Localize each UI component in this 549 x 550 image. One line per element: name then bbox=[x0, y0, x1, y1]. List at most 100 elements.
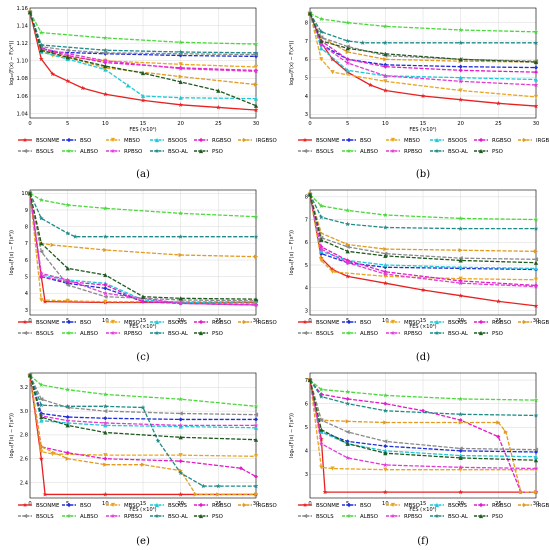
x-tick-label: 25 bbox=[215, 318, 222, 324]
y-tick-label: 5 bbox=[25, 274, 28, 280]
legend-item: BSO bbox=[62, 137, 91, 144]
data-point bbox=[345, 273, 351, 279]
data-point bbox=[253, 296, 259, 302]
data-point bbox=[533, 103, 539, 109]
data-point bbox=[318, 441, 324, 446]
data-point bbox=[178, 62, 183, 67]
data-point bbox=[345, 429, 350, 435]
legend-label: RPBSO bbox=[124, 331, 142, 337]
x-tick-label: 5 bbox=[66, 318, 69, 324]
legend-item: PSO bbox=[194, 330, 223, 337]
legend-item: BSO bbox=[62, 502, 91, 509]
data-point bbox=[533, 70, 539, 75]
data-point bbox=[360, 40, 366, 45]
data-point bbox=[345, 242, 350, 247]
legend-label: BSOOS bbox=[168, 320, 188, 326]
x-tick-label: 0 bbox=[308, 121, 311, 127]
y-tick-label: 3.0 bbox=[20, 409, 28, 415]
data-point bbox=[318, 214, 324, 220]
data-point bbox=[216, 88, 221, 93]
legend-label: MBSO bbox=[124, 503, 140, 509]
legend-marker bbox=[478, 330, 484, 336]
data-point bbox=[178, 102, 184, 107]
data-point bbox=[345, 389, 351, 395]
legend: BSONME BSO MBSO BSOOS RGBSO IRGBSO BSOLS ALBSO R… bbox=[298, 502, 549, 520]
data-point bbox=[307, 377, 313, 383]
legend-item: PSO bbox=[474, 330, 503, 337]
legend-label: BSO-AL bbox=[168, 331, 188, 337]
legend-marker bbox=[434, 330, 440, 335]
data-point bbox=[140, 299, 146, 304]
legend-marker bbox=[22, 513, 28, 519]
data-point bbox=[495, 100, 501, 106]
data-point bbox=[140, 93, 146, 99]
x-tick-label: 5 bbox=[66, 121, 69, 127]
data-point bbox=[253, 214, 259, 219]
panel-d: 0 5 10 15 20 25 30 3 4 5 6 7 8 FES (×10⁴) log₁₀(F(x) −… bbox=[289, 189, 549, 363]
legend-item: BSOLS bbox=[18, 148, 54, 155]
y-tick-label: 3 bbox=[305, 308, 308, 314]
legend-label: ALBSO bbox=[360, 514, 378, 520]
data-point bbox=[178, 491, 184, 497]
legend-label: BSO-AL bbox=[168, 514, 188, 520]
data-point bbox=[383, 450, 388, 456]
series-line bbox=[29, 375, 257, 441]
data-point bbox=[65, 55, 70, 60]
legend-label: RGBSO bbox=[212, 503, 231, 509]
x-tick-label: 0 bbox=[28, 121, 31, 127]
data-point bbox=[178, 234, 184, 239]
series-line bbox=[309, 13, 537, 81]
legend-item: BSOLS bbox=[298, 513, 334, 520]
legend-item: ALBSO bbox=[342, 148, 378, 155]
x-tick-label: 25 bbox=[495, 501, 502, 507]
data-point bbox=[533, 260, 539, 265]
legend-item: BSOLS bbox=[298, 330, 334, 337]
series-line bbox=[309, 194, 537, 288]
series-line bbox=[29, 375, 257, 416]
data-point bbox=[383, 64, 388, 69]
series-line bbox=[309, 379, 537, 461]
data-point bbox=[178, 66, 184, 71]
legend: BSONME BSO MBSO BSOOS RGBSO IRGBSO BSOLS ALBSO R… bbox=[298, 137, 549, 155]
legend-marker bbox=[346, 137, 352, 143]
legend-label: IRGBSO bbox=[256, 503, 277, 509]
data-point bbox=[458, 276, 463, 281]
data-point bbox=[382, 212, 388, 218]
data-point bbox=[318, 42, 324, 47]
data-point bbox=[38, 270, 44, 276]
x-axis-label: FES (×10⁴) bbox=[409, 127, 436, 133]
x-tick-label: 5 bbox=[346, 501, 349, 507]
y-tick-label: 2.6 bbox=[20, 457, 28, 463]
legend: BSONME BSO MBSO BSOOS RGBSO IRGBSO BSOLS ALBSO R… bbox=[18, 502, 277, 520]
legend-label: MBSO bbox=[124, 138, 140, 144]
legend-label: BSOOS bbox=[448, 138, 468, 144]
x-axis-label: FES (×10⁴) bbox=[129, 127, 156, 133]
data-point bbox=[102, 420, 108, 426]
plot-frame bbox=[29, 189, 257, 316]
data-point bbox=[533, 412, 539, 418]
y-tick-label: 8 bbox=[305, 20, 308, 26]
legend-marker bbox=[434, 137, 440, 143]
y-tick-label: 5 bbox=[305, 425, 308, 431]
legend-marker bbox=[478, 502, 484, 508]
data-point bbox=[65, 202, 71, 208]
legend-marker bbox=[66, 330, 72, 335]
data-point bbox=[503, 429, 509, 435]
data-point bbox=[178, 453, 183, 458]
legend-marker bbox=[198, 513, 204, 519]
data-point bbox=[103, 453, 108, 458]
data-point bbox=[458, 40, 464, 45]
data-point bbox=[345, 49, 350, 55]
legend-item: IRGBSO bbox=[518, 502, 549, 509]
data-point bbox=[319, 427, 324, 432]
legend-label: BSONME bbox=[316, 320, 340, 326]
x-axis-label: FES (×10⁴) bbox=[129, 507, 156, 513]
legend-label: BSOOS bbox=[168, 503, 188, 509]
legend-marker bbox=[154, 319, 160, 325]
legend-label: RPBSO bbox=[404, 514, 422, 520]
y-tick-label: 6 bbox=[25, 258, 28, 264]
legend-item: BSOOS bbox=[430, 137, 468, 144]
x-tick-label: 30 bbox=[253, 318, 260, 324]
data-point bbox=[533, 397, 539, 403]
